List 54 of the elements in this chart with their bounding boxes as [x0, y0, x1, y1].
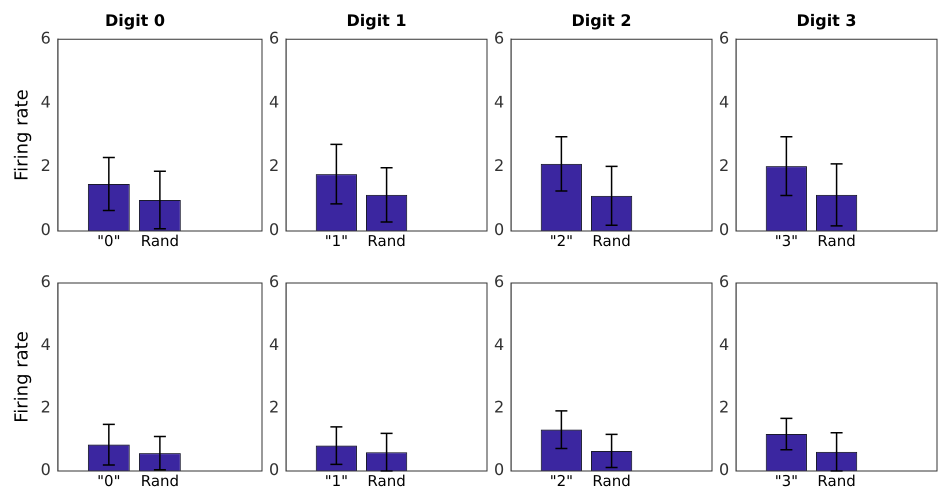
- x-tick-label: "3": [774, 472, 798, 490]
- y-tick-label: 4: [268, 92, 280, 112]
- x-tick-label: "1": [324, 232, 348, 250]
- y-tick-label: 0: [494, 460, 504, 480]
- y-tick-label: 2: [494, 156, 504, 176]
- y-tick-label: 6: [494, 272, 504, 292]
- y-tick-label: 6: [268, 272, 280, 292]
- chart-title: Digit 3: [796, 10, 857, 30]
- y-tick-label: 6: [718, 28, 730, 48]
- y-tick-label: 2: [40, 397, 51, 416]
- y-tick-label: 4: [40, 92, 51, 112]
- x-tick-label: "0": [97, 232, 121, 250]
- x-tick-label: Rand: [140, 232, 180, 250]
- chart-title: Digit 2: [571, 10, 632, 30]
- y-tick-label: 2: [40, 156, 51, 176]
- y-axis-title: Firing rate: [11, 331, 32, 423]
- y-tick-label: 4: [494, 334, 504, 354]
- y-tick-label: 0: [268, 460, 280, 480]
- y-tick-label: 6: [718, 272, 730, 292]
- x-tick-label: Rand: [140, 472, 180, 490]
- x-tick-label: Rand: [592, 232, 631, 250]
- y-tick-label: 2: [494, 397, 504, 416]
- y-tick-label: 0: [718, 460, 730, 480]
- x-tick-label: "3": [774, 232, 798, 250]
- chart-title: Digit 1: [346, 10, 407, 30]
- y-tick-label: 6: [494, 28, 504, 48]
- y-tick-label: 6: [268, 28, 280, 48]
- x-tick-label: Rand: [592, 472, 631, 490]
- y-axis-title: Firing rate: [11, 89, 32, 181]
- y-tick-label: 0: [718, 220, 730, 240]
- y-tick-label: 0: [40, 220, 51, 240]
- y-tick-label: 0: [40, 460, 51, 480]
- chart-title: Digit 0: [104, 10, 166, 30]
- y-tick-label: 6: [40, 272, 51, 292]
- y-tick-label: 2: [718, 397, 730, 416]
- y-tick-label: 4: [494, 92, 504, 112]
- y-tick-label: 6: [40, 28, 51, 48]
- x-tick-label: "2": [550, 472, 574, 490]
- x-tick-label: Rand: [817, 232, 856, 250]
- x-tick-label: Rand: [367, 232, 406, 250]
- y-tick-label: 2: [268, 156, 280, 176]
- x-tick-label: "1": [324, 472, 348, 490]
- y-tick-label: 0: [268, 220, 280, 240]
- y-tick-label: 4: [40, 334, 51, 354]
- y-tick-label: 4: [718, 334, 730, 354]
- x-tick-label: Rand: [367, 472, 406, 490]
- x-tick-label: "2": [550, 232, 574, 250]
- y-tick-label: 4: [268, 334, 280, 354]
- y-tick-label: 4: [718, 92, 730, 112]
- x-tick-label: "0": [97, 472, 121, 490]
- y-tick-label: 2: [268, 397, 280, 416]
- x-tick-label: Rand: [817, 472, 856, 490]
- y-tick-label: 2: [718, 156, 730, 176]
- y-tick-label: 0: [494, 220, 504, 240]
